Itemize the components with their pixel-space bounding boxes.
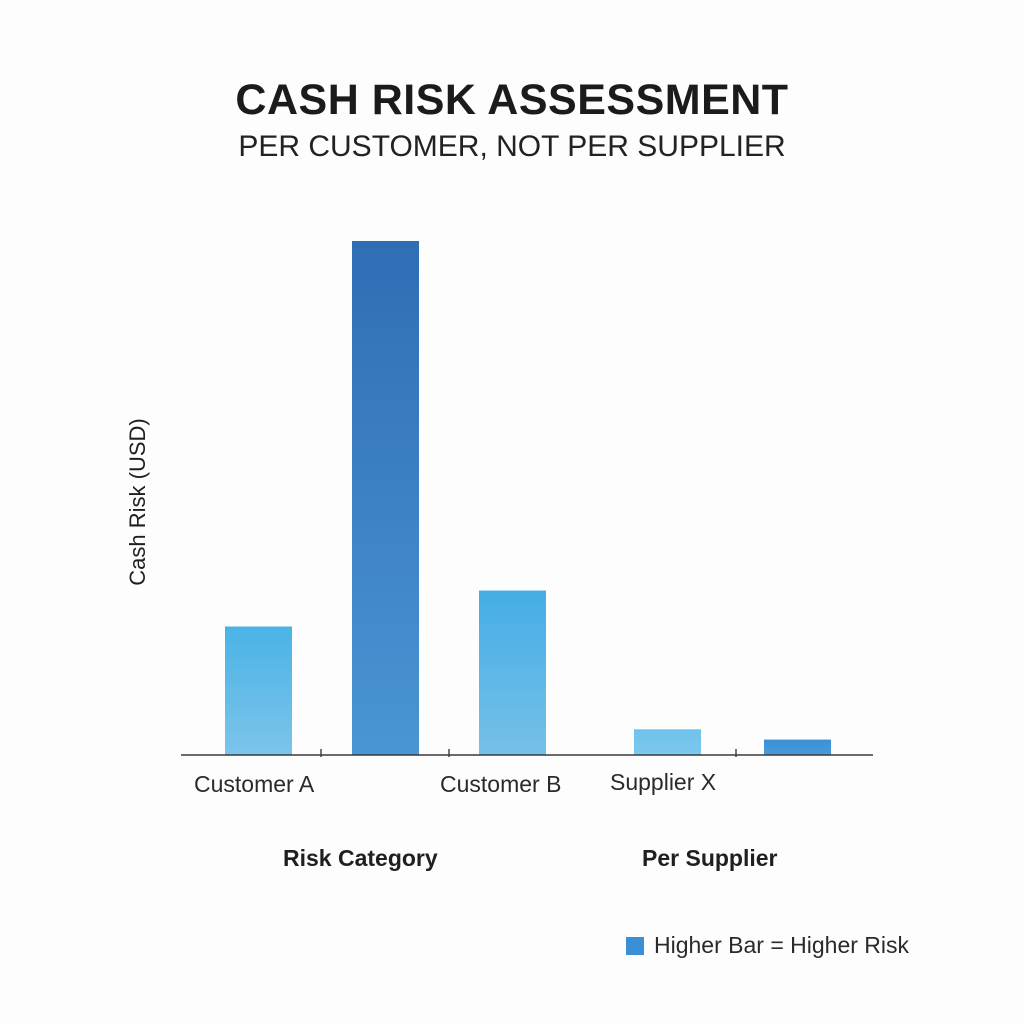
bar-0 — [225, 626, 292, 755]
chart-title: CASH RISK ASSESSMENT — [235, 76, 789, 124]
bar-2 — [479, 590, 546, 755]
chart-legend: Higher Bar = Higher Risk — [626, 932, 909, 959]
category-label-supplier-x: Supplier X — [610, 769, 717, 795]
bar-1 — [352, 241, 419, 755]
group-label-risk-category: Risk Category — [283, 845, 438, 871]
group-label-per-supplier: Per Supplier — [642, 845, 778, 871]
chart-subtitle: PER CUSTOMER, NOT PER SUPPLIER — [238, 130, 786, 163]
category-label-customer-a: Customer A — [194, 771, 315, 797]
category-label-customer-b: Customer B — [440, 771, 562, 797]
bar-4 — [764, 739, 831, 755]
legend-label: Higher Bar = Higher Risk — [654, 932, 910, 958]
bar-3 — [634, 729, 701, 755]
legend-swatch — [626, 936, 644, 955]
